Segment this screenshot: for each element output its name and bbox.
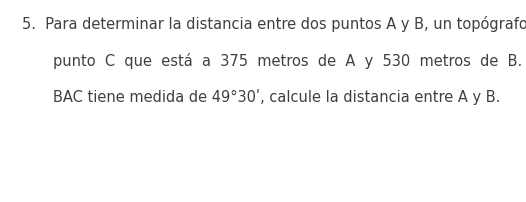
Text: BAC tiene medida de 49°30ʹ, calcule la distancia entre A y B.: BAC tiene medida de 49°30ʹ, calcule la d… [53, 89, 500, 105]
Text: 5.  Para determinar la distancia entre dos puntos A y B, un topógrafo selecciona: 5. Para determinar la distancia entre do… [22, 16, 526, 32]
Text: punto  C  que  está  a  375  metros  de  A  y  530  metros  de  B.  Si: punto C que está a 375 metros de A y 530… [53, 53, 526, 68]
